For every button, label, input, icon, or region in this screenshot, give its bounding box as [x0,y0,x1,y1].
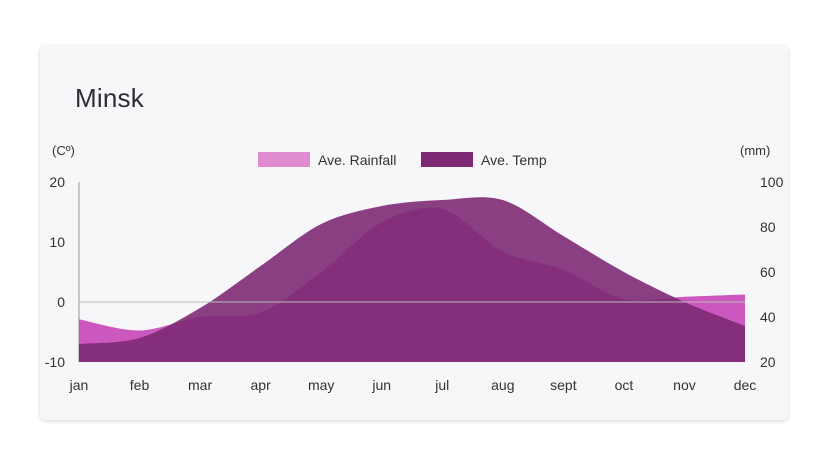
y-right-tick-label: 100 [760,174,784,190]
legend-swatch-temp[interactable] [421,152,473,167]
y-left-tick-label: -10 [45,354,65,370]
x-tick-label: jun [371,377,391,393]
legend: Ave. Rainfall Ave. Temp [258,152,547,168]
y-right-tick-label: 60 [760,264,776,280]
y-right-tick-label: 40 [760,309,776,325]
x-tick-label: dec [734,377,757,393]
temp-area[interactable] [79,197,745,362]
legend-swatch-rainfall[interactable] [258,152,310,167]
x-tick-label: nov [673,377,696,393]
right-axis-unit: (mm) [740,143,770,158]
x-tick-label: may [308,377,334,393]
x-tick-label: apr [251,377,272,393]
x-tick-label: aug [491,377,514,393]
x-tick-label: jul [434,377,449,393]
x-tick-label: sept [550,377,577,393]
y-right-tick-label: 80 [760,219,776,235]
legend-label-rainfall[interactable]: Ave. Rainfall [318,152,396,168]
x-tick-label: feb [130,377,150,393]
legend-label-temp[interactable]: Ave. Temp [481,152,547,168]
y-right-tick-label: 20 [760,354,776,370]
x-tick-label: mar [188,377,212,393]
left-axis-unit: (Cº) [52,143,75,158]
x-tick-label: jan [69,377,89,393]
y-left-tick-label: 10 [49,234,65,250]
y-left-tick-label: 20 [49,174,65,190]
y-left-tick-label: 0 [57,294,65,310]
chart-title: Minsk [75,83,144,113]
x-tick-label: oct [615,377,634,393]
